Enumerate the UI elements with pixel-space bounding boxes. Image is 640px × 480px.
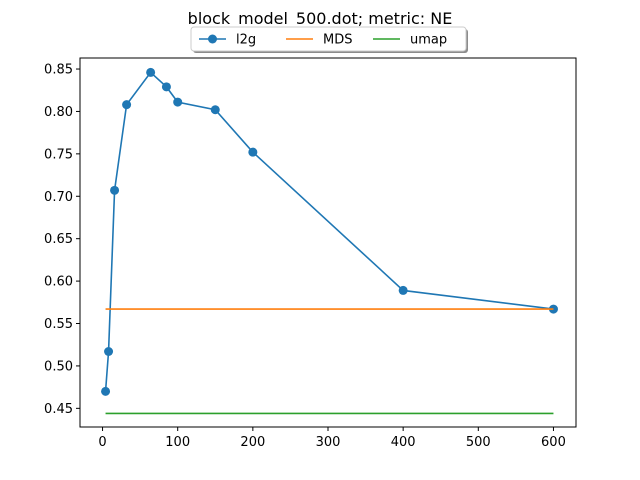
x-tick-label: 300 [316, 435, 341, 450]
data-point-l2g [161, 82, 171, 92]
legend-label-MDS: MDS [323, 33, 352, 48]
plot-frame [79, 57, 577, 428]
legend-box [190, 26, 467, 52]
data-point-l2g [101, 386, 111, 396]
data-point-l2g [122, 100, 132, 110]
x-tick-label: 100 [165, 435, 190, 450]
y-tick-label: 0.65 [44, 232, 73, 247]
x-tick-label: 200 [240, 435, 265, 450]
data-point-l2g [146, 67, 156, 77]
y-tick-label: 0.85 [44, 63, 73, 78]
y-tick-label: 0.60 [44, 275, 73, 290]
axes: 0 100 200 300 400 500 600 0.45 0.50 0.55 0.60 0.65 0… [44, 57, 577, 450]
data-point-l2g [110, 185, 120, 195]
x-tick-label: 600 [541, 435, 566, 450]
x-tick-label: 0 [98, 435, 106, 450]
legend-label-umap: umap [410, 33, 447, 48]
plot-series [101, 67, 558, 415]
data-point-l2g [548, 304, 558, 314]
data-point-l2g [398, 285, 408, 295]
y-tick-label: 0.45 [44, 402, 73, 417]
y-tick-label: 0.80 [44, 105, 73, 120]
y-tick-label: 0.70 [44, 190, 73, 205]
data-point-l2g [173, 97, 183, 107]
chart-title: block_model_500.dot; metric: NE [188, 9, 453, 29]
y-tick-label: 0.50 [44, 359, 73, 374]
legend-label-l2g: l2g [236, 33, 256, 48]
legend-marker-l2g [208, 34, 217, 44]
y-tick-label: 0.55 [44, 317, 73, 332]
series-line-l2g [104, 71, 554, 392]
x-tick-label: 500 [466, 435, 491, 450]
data-point-l2g [248, 147, 258, 157]
data-point-l2g [210, 105, 220, 115]
y-tick-label: 0.75 [44, 147, 73, 162]
data-point-l2g [104, 347, 114, 357]
x-tick-label: 400 [391, 435, 416, 450]
legend: l2g MDS umap [190, 26, 468, 53]
